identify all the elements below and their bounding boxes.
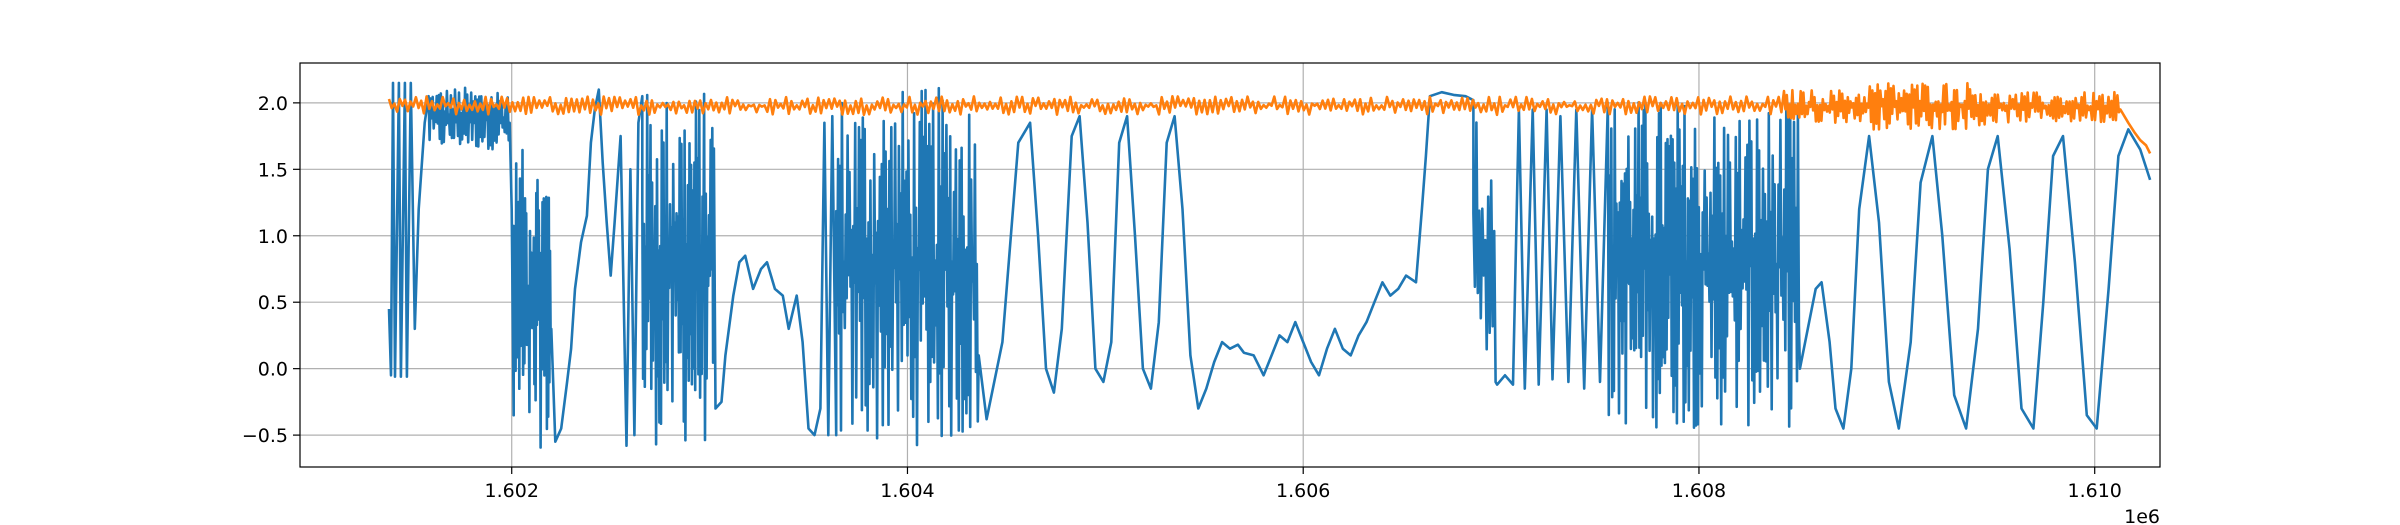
plot-frame [299, 62, 2161, 468]
y-tick-label: 1.0 [258, 226, 288, 248]
y-tick-label: 1.5 [258, 159, 288, 181]
series-layer [387, 81, 2152, 449]
x-tick-label: 1.606 [1276, 480, 1330, 502]
x-tick-label: 1.604 [880, 480, 934, 502]
y-tick-label: 0.0 [258, 359, 288, 381]
y-tick-label: −0.5 [242, 425, 288, 447]
y-tick-label: 2.0 [258, 93, 288, 115]
x-offset-label: 1e6 [2124, 506, 2160, 525]
x-tick-label: 1.608 [1672, 480, 1726, 502]
x-tick-label: 1.602 [485, 480, 539, 502]
x-axis: 1.602 1.604 1.606 1.608 1.610 [485, 467, 2122, 502]
y-tick-label: 0.5 [258, 292, 288, 314]
series-0-line [387, 81, 2152, 449]
y-axis: −0.5 0.0 0.5 1.0 1.5 2.0 [242, 93, 300, 447]
series-1-line [387, 81, 2152, 154]
x-tick-label: 1.610 [2067, 480, 2121, 502]
